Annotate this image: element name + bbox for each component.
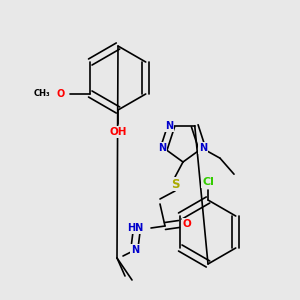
Text: N: N (158, 143, 166, 153)
Text: CH₃: CH₃ (34, 89, 51, 98)
Text: N: N (131, 245, 139, 255)
Text: N: N (165, 121, 173, 131)
Text: OH: OH (109, 127, 127, 137)
Text: O: O (56, 89, 64, 99)
Text: S: S (171, 178, 179, 190)
Text: O: O (183, 219, 191, 229)
Text: N: N (199, 143, 207, 153)
Text: Cl: Cl (202, 177, 214, 187)
Text: HN: HN (127, 223, 143, 233)
